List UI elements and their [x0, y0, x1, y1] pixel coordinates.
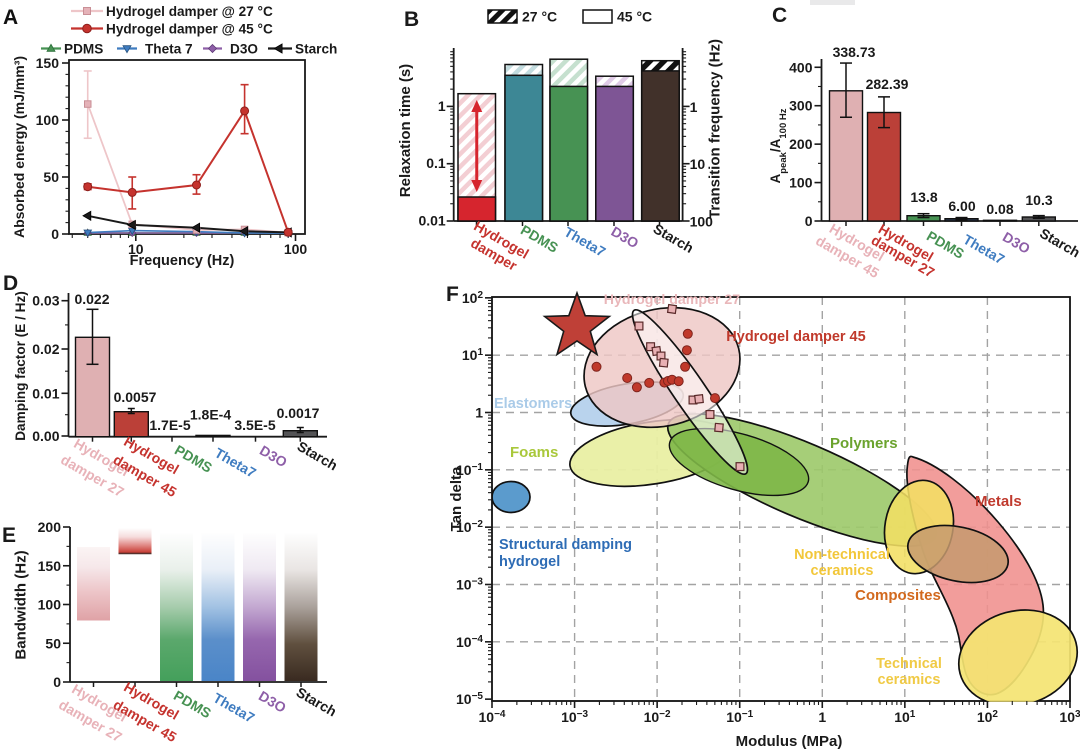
svg-text:10: 10 — [128, 241, 144, 257]
svg-text:102: 102 — [462, 289, 484, 306]
svg-text:10−3: 10−3 — [456, 576, 483, 593]
svg-text:103: 103 — [1059, 709, 1080, 726]
svg-text:Bandwidth (Hz): Bandwidth (Hz) — [13, 550, 30, 659]
svg-text:Theta7: Theta7 — [212, 444, 259, 481]
svg-text:0.0017: 0.0017 — [277, 405, 320, 421]
svg-text:282.39: 282.39 — [866, 76, 909, 92]
svg-text:0: 0 — [805, 213, 813, 229]
svg-text:Tan delta: Tan delta — [448, 466, 465, 531]
svg-text:27 °C: 27 °C — [522, 9, 557, 25]
svg-text:Hydrogel damper @ 45 °C: Hydrogel damper @ 45 °C — [106, 22, 273, 37]
svg-text:0.022: 0.022 — [74, 291, 109, 307]
svg-text:10−4: 10−4 — [479, 709, 506, 726]
svg-text:10−4: 10−4 — [456, 633, 483, 650]
svg-text:1: 1 — [438, 98, 446, 114]
svg-text:0.01: 0.01 — [32, 385, 59, 401]
svg-text:150: 150 — [36, 55, 60, 71]
svg-text:100: 100 — [690, 214, 714, 230]
svg-text:Hydrogel damper 27: Hydrogel damper 27 — [604, 292, 741, 308]
svg-text:13.8: 13.8 — [910, 189, 937, 205]
svg-text:1: 1 — [690, 99, 698, 115]
svg-text:Modulus (MPa): Modulus (MPa) — [736, 733, 843, 750]
svg-text:0.00: 0.00 — [32, 428, 59, 444]
svg-text:Starch: Starch — [295, 42, 337, 57]
svg-text:Elastomers: Elastomers — [494, 396, 572, 412]
svg-text:D3O: D3O — [609, 223, 642, 251]
svg-text:400: 400 — [789, 59, 813, 75]
svg-text:Theta 7: Theta 7 — [145, 42, 193, 57]
svg-text:Technical: Technical — [876, 656, 942, 672]
svg-text:Starch: Starch — [294, 684, 340, 720]
svg-text:Theta7: Theta7 — [210, 689, 257, 726]
svg-text:0: 0 — [53, 674, 61, 690]
svg-text:D3O: D3O — [257, 442, 290, 470]
svg-text:50: 50 — [45, 635, 61, 651]
svg-text:0.0057: 0.0057 — [114, 389, 157, 405]
svg-text:338.73: 338.73 — [833, 44, 876, 60]
svg-text:200: 200 — [789, 136, 813, 152]
svg-text:300: 300 — [789, 98, 813, 114]
svg-text:0.08: 0.08 — [986, 201, 1013, 217]
svg-text:ceramics: ceramics — [878, 672, 941, 688]
svg-text:0: 0 — [51, 226, 59, 242]
svg-text:10−3: 10−3 — [561, 709, 588, 726]
svg-text:Frequency (Hz): Frequency (Hz) — [130, 253, 235, 269]
svg-text:Starch: Starch — [1037, 225, 1080, 261]
svg-text:Foams: Foams — [510, 444, 558, 461]
svg-text:Hydrogel damper @ 27 °C: Hydrogel damper @ 27 °C — [106, 4, 273, 19]
svg-text:Structural damping: Structural damping — [499, 537, 632, 553]
svg-text:102: 102 — [977, 709, 999, 726]
svg-text:10.3: 10.3 — [1025, 192, 1052, 208]
svg-text:0.03: 0.03 — [32, 293, 59, 309]
svg-text:10−5: 10−5 — [456, 691, 483, 708]
svg-text:Non-technical: Non-technical — [794, 547, 890, 563]
svg-text:Transition frequency (Hz): Transition frequency (Hz) — [707, 39, 724, 219]
svg-text:1.8E-4: 1.8E-4 — [190, 407, 231, 423]
svg-text:100: 100 — [284, 241, 308, 257]
svg-text:0.01: 0.01 — [418, 213, 445, 229]
svg-text:Damping factor (E / Hz): Damping factor (E / Hz) — [13, 291, 28, 441]
svg-text:1: 1 — [818, 709, 826, 725]
svg-text:1.7E-5: 1.7E-5 — [149, 417, 190, 433]
svg-text:6.00: 6.00 — [948, 198, 975, 214]
svg-text:D3O: D3O — [230, 42, 258, 57]
svg-text:Theta7: Theta7 — [960, 231, 1007, 268]
svg-text:Apeak/A100 Hz: Apeak/A100 Hz — [768, 108, 789, 183]
svg-text:0.1: 0.1 — [426, 155, 446, 171]
svg-text:A: A — [3, 6, 18, 29]
svg-text:45 °C: 45 °C — [617, 9, 652, 25]
svg-text:Relaxation time (s): Relaxation time (s) — [397, 64, 414, 197]
svg-text:150: 150 — [38, 558, 62, 574]
svg-text:hydrogel: hydrogel — [499, 554, 560, 570]
svg-text:PDMS: PDMS — [172, 442, 215, 476]
svg-text:D: D — [3, 272, 18, 295]
svg-text:100: 100 — [789, 175, 813, 191]
svg-text:101: 101 — [894, 709, 916, 726]
svg-text:D3O: D3O — [256, 688, 289, 716]
svg-text:ceramics: ceramics — [811, 563, 874, 579]
svg-text:Polymers: Polymers — [830, 435, 898, 452]
svg-text:100: 100 — [38, 597, 62, 613]
svg-text:3.5E-5: 3.5E-5 — [234, 417, 275, 433]
svg-text:Metals: Metals — [975, 493, 1022, 510]
svg-text:Absorbed energy (mJ/mm³): Absorbed energy (mJ/mm³) — [11, 56, 27, 238]
svg-text:0.02: 0.02 — [32, 341, 59, 357]
svg-text:10−1: 10−1 — [726, 709, 753, 726]
svg-text:100: 100 — [36, 112, 60, 128]
svg-text:50: 50 — [43, 169, 59, 185]
svg-text:10−2: 10−2 — [644, 709, 671, 726]
svg-text:10: 10 — [690, 156, 706, 172]
svg-text:Hydrogel damper 45: Hydrogel damper 45 — [726, 329, 865, 345]
svg-text:Theta7: Theta7 — [561, 223, 608, 260]
svg-text:200: 200 — [38, 519, 62, 535]
svg-text:B: B — [404, 8, 419, 31]
svg-text:F: F — [446, 283, 459, 306]
svg-text:C: C — [772, 4, 787, 27]
svg-text:Starch: Starch — [295, 438, 341, 474]
svg-text:1: 1 — [475, 405, 483, 421]
svg-text:Composites: Composites — [855, 587, 941, 604]
svg-text:PDMS: PDMS — [64, 42, 103, 57]
svg-text:101: 101 — [462, 347, 484, 364]
svg-text:E: E — [2, 524, 16, 547]
